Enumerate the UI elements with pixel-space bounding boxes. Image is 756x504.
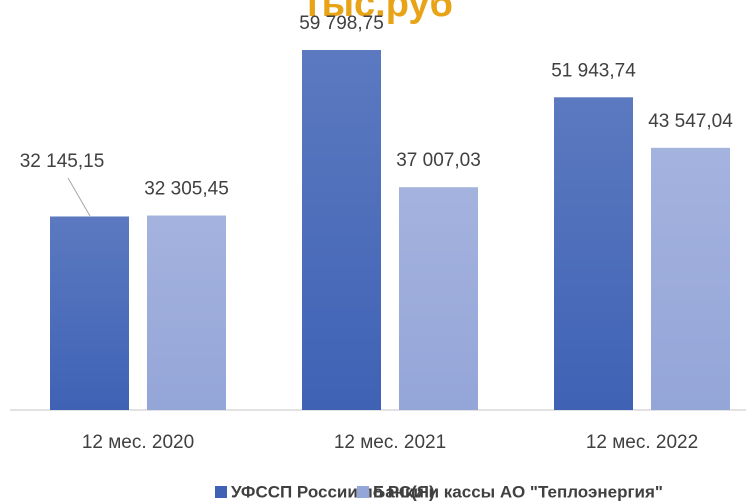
bar (147, 215, 226, 410)
data-label: 37 007,03 (396, 150, 481, 171)
legend-label: Банки и кассы АО "Теплоэнергия" (373, 482, 663, 501)
data-label: 32 145,15 (20, 151, 105, 172)
legend-swatch (357, 486, 369, 498)
chart-title: тыс.руб (303, 0, 453, 25)
x-tick-label: 12 мес. 2022 (586, 432, 698, 453)
data-label: 51 943,74 (551, 60, 636, 81)
x-tick-label: 12 мес. 2021 (334, 432, 446, 453)
bar (302, 50, 381, 410)
leader-line (67, 177, 91, 217)
legend-label: УФССП России по РС(Я) (231, 482, 435, 501)
x-tick-label: 12 мес. 2020 (82, 432, 194, 453)
bar (399, 187, 478, 410)
data-label: 59 798,75 (299, 13, 384, 34)
data-label: 43 547,04 (648, 111, 733, 132)
legend-swatch (215, 486, 227, 498)
bar (651, 147, 730, 410)
data-label: 32 305,45 (144, 179, 229, 200)
bar (50, 216, 129, 410)
bar (554, 97, 633, 411)
